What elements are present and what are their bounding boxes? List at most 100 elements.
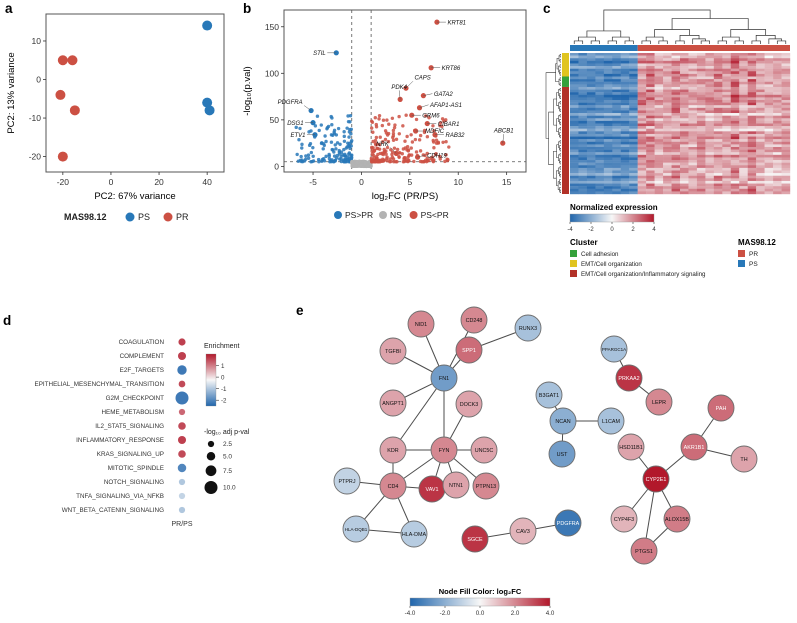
svg-text:0: 0 [36, 75, 41, 85]
svg-text:DSG1: DSG1 [287, 121, 303, 127]
svg-text:ETV1: ETV1 [290, 133, 305, 139]
svg-text:UNC5C: UNC5C [475, 448, 494, 454]
svg-text:PDK4: PDK4 [391, 85, 407, 91]
svg-text:-10: -10 [29, 113, 42, 123]
svg-text:20: 20 [154, 177, 164, 187]
svg-text:MAS98.12: MAS98.12 [738, 238, 776, 247]
svg-text:E2F_TARGETS: E2F_TARGETS [120, 367, 164, 374]
svg-text:NID1: NID1 [415, 322, 427, 328]
svg-text:IL2_STAT5_SIGNALING: IL2_STAT5_SIGNALING [95, 423, 164, 430]
svg-text:COMPLEMENT: COMPLEMENT [120, 353, 165, 360]
pathway-dot-plot: COAGULATION COMPLEMENT E2F_TARGETS EPITHELI… [35, 338, 250, 528]
panel-e-network: NID1 CD248 RUNX3 TGFBI SPP1 PPARGC1A FN1 PRKAA2… [290, 298, 796, 623]
svg-text:PTPRJ: PTPRJ [338, 479, 355, 485]
svg-text:TGFBI: TGFBI [385, 349, 401, 355]
svg-text:NS: NS [390, 210, 402, 220]
svg-text:4: 4 [652, 227, 656, 233]
svg-text:TH: TH [740, 457, 747, 463]
svg-text:G2M_CHECKPOINT: G2M_CHECKPOINT [106, 395, 165, 402]
svg-text:NOTCH_SIGNALING: NOTCH_SIGNALING [104, 479, 164, 486]
svg-text:KRAS_SIGNALING_UP: KRAS_SIGNALING_UP [97, 451, 164, 458]
panel-label-a: a [5, 1, 13, 16]
svg-text:0: 0 [610, 227, 614, 233]
svg-text:Cell adhesion: Cell adhesion [581, 251, 619, 258]
svg-text:KRT86: KRT86 [442, 66, 461, 72]
svg-text:HLA-DMA: HLA-DMA [402, 532, 427, 538]
svg-text:2.5: 2.5 [223, 441, 232, 448]
svg-text:CIBAR1: CIBAR1 [438, 122, 460, 128]
svg-text:NRK: NRK [376, 142, 390, 148]
svg-text:MAS98.12: MAS98.12 [64, 212, 107, 222]
svg-text:PS>PR: PS>PR [345, 210, 373, 220]
svg-text:INFLAMMATORY_RESPONSE: INFLAMMATORY_RESPONSE [76, 437, 164, 444]
svg-text:GRM6: GRM6 [422, 113, 440, 119]
svg-text:100: 100 [265, 68, 279, 78]
svg-text:-log₁₀(p.val): -log₁₀(p.val) [242, 66, 253, 115]
svg-text:PR/PS: PR/PS [171, 521, 192, 528]
svg-text:PC2: 67% variance: PC2: 67% variance [94, 191, 175, 202]
svg-text:NTN1: NTN1 [449, 483, 463, 489]
svg-text:4.0: 4.0 [546, 610, 555, 617]
svg-text:FYN: FYN [439, 448, 450, 454]
svg-text:UST: UST [557, 452, 568, 458]
svg-text:Normalized expression: Normalized expression [570, 203, 658, 212]
expression-heatmap: Normalized expression -4 -2 0 2 4 Cluster Cell … [545, 9, 791, 278]
svg-text:0: 0 [274, 161, 279, 171]
svg-text:-2: -2 [588, 227, 594, 233]
svg-text:PTGS1: PTGS1 [635, 549, 653, 555]
svg-text:Node Fill Color: log₂FC: Node Fill Color: log₂FC [439, 587, 522, 596]
svg-text:HLA-DQB1: HLA-DQB1 [345, 527, 368, 532]
svg-text:5.0: 5.0 [223, 453, 232, 460]
svg-text:-4: -4 [567, 227, 573, 233]
svg-text:-2.0: -2.0 [440, 610, 451, 617]
svg-text:SGCE: SGCE [467, 537, 483, 543]
svg-text:VAV1: VAV1 [426, 487, 439, 493]
panel-d-pathway-dotplot: COAGULATION COMPLEMENT E2F_TARGETS EPITHELI… [2, 312, 290, 567]
svg-text:PTPN13: PTPN13 [476, 484, 496, 490]
svg-text:ABCB1: ABCB1 [493, 129, 514, 135]
svg-text:KDR: KDR [387, 448, 398, 454]
svg-text:B3GAT1: B3GAT1 [539, 393, 559, 399]
svg-text:MITOTIC_SPINDLE: MITOTIC_SPINDLE [108, 465, 164, 472]
svg-text:EMT/Cell organization: EMT/Cell organization [581, 261, 642, 268]
svg-text:GATA2: GATA2 [434, 92, 453, 98]
panel-label-d: d [3, 313, 12, 328]
panel-label-b: b [243, 1, 252, 16]
panel-b-volcano: -5 0 5 10 15 0 50 100 150 log₂FC (PR/PS) -log₁₀(p.… [238, 2, 538, 233]
svg-text:HSD11B1: HSD11B1 [619, 445, 643, 451]
svg-text:CAV3: CAV3 [516, 529, 530, 535]
svg-text:-20: -20 [57, 177, 70, 187]
svg-text:EMT/Cell organization/Inflamma: EMT/Cell organization/Inflammatory signa… [581, 271, 706, 278]
svg-text:0.0: 0.0 [476, 610, 485, 617]
svg-text:PDGFRA: PDGFRA [278, 100, 303, 106]
svg-text:CYP2E1: CYP2E1 [646, 477, 667, 483]
svg-text:50: 50 [270, 115, 280, 125]
svg-text:COAGULATION: COAGULATION [119, 339, 165, 346]
svg-text:PS<PR: PS<PR [421, 210, 449, 220]
svg-text:LEPR: LEPR [652, 400, 666, 406]
svg-text:NCAN: NCAN [555, 419, 570, 425]
svg-text:STIL: STIL [313, 51, 326, 57]
svg-text:-4.0: -4.0 [405, 610, 416, 617]
svg-text:CYP4F3: CYP4F3 [614, 517, 634, 523]
svg-text:2.0: 2.0 [511, 610, 520, 617]
svg-text:Enrichment: Enrichment [204, 343, 239, 350]
svg-text:0: 0 [221, 374, 225, 381]
svg-text:CD248: CD248 [466, 318, 483, 324]
svg-text:PR: PR [176, 212, 189, 222]
svg-text:PRKAA2: PRKAA2 [618, 376, 639, 382]
svg-text:10: 10 [454, 177, 464, 187]
svg-text:PS: PS [749, 261, 758, 268]
svg-text:15: 15 [502, 177, 512, 187]
svg-text:PAH: PAH [716, 406, 727, 412]
svg-text:PC2: 13% variance: PC2: 13% variance [6, 52, 17, 133]
svg-text:WNT_BETA_CATENIN_SIGNALING: WNT_BETA_CATENIN_SIGNALING [62, 507, 164, 514]
svg-text:PPARGC1A: PPARGC1A [602, 347, 626, 352]
svg-text:10: 10 [32, 36, 42, 46]
svg-text:-5: -5 [309, 177, 317, 187]
svg-text:-20: -20 [29, 152, 42, 162]
svg-text:PR: PR [749, 251, 758, 258]
svg-text:CD4: CD4 [388, 484, 399, 490]
svg-text:ALOX15B: ALOX15B [665, 517, 689, 523]
